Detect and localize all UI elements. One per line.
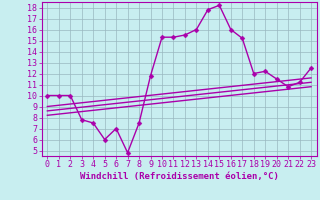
- X-axis label: Windchill (Refroidissement éolien,°C): Windchill (Refroidissement éolien,°C): [80, 172, 279, 181]
